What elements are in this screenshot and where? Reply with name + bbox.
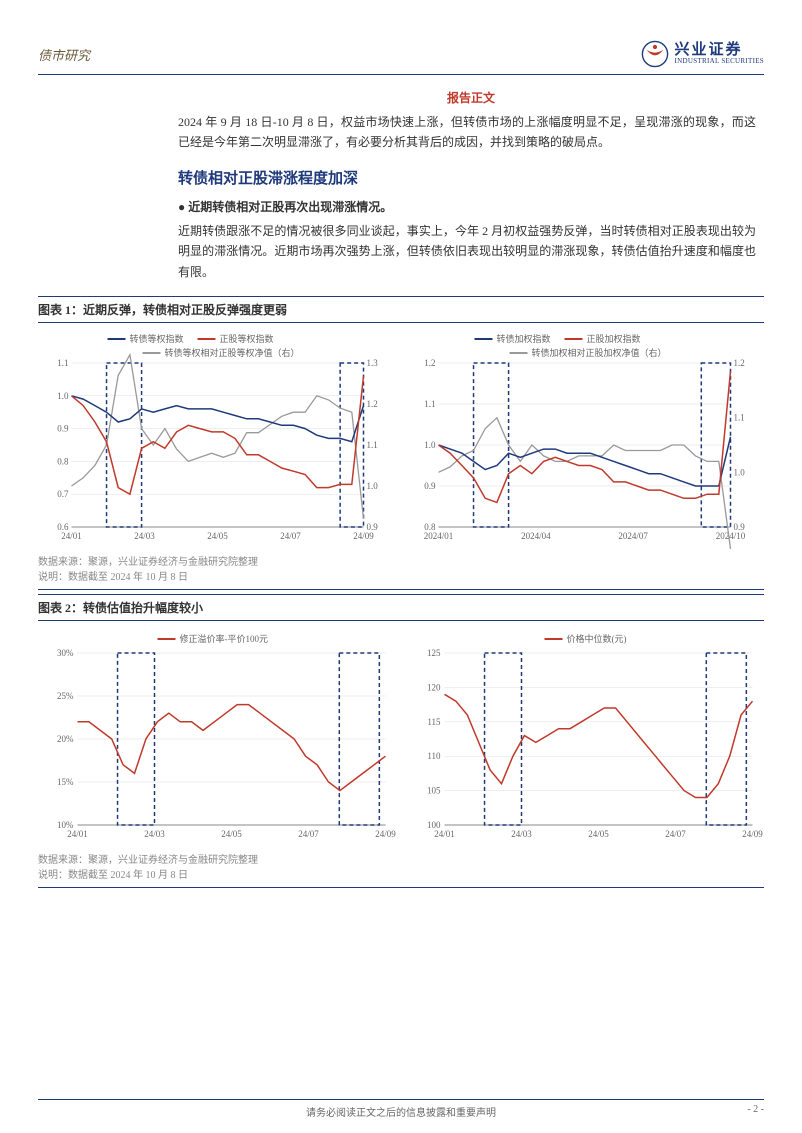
svg-text:24/07: 24/07 — [665, 829, 686, 839]
chart1-source: 数据来源：聚源，兴业证券经济与金融研究院整理 说明：数据截至 2024 年 10… — [38, 555, 764, 590]
svg-text:1.2: 1.2 — [424, 358, 435, 368]
svg-text:20%: 20% — [57, 734, 74, 744]
chart2-title: 图表 2：转债估值抬升幅度较小 — [38, 594, 764, 621]
svg-text:24/07: 24/07 — [298, 829, 319, 839]
svg-text:30%: 30% — [57, 648, 74, 658]
chart2-source: 数据来源：聚源，兴业证券经济与金融研究院整理 说明：数据截至 2024 年 10… — [38, 853, 764, 888]
svg-text:修正溢价率-平价100元: 修正溢价率-平价100元 — [180, 633, 269, 644]
chart2-right: 价格中位数(元)10010511011512012524/0124/0324/0… — [405, 629, 764, 847]
bullet-body-1: 近期转债跟涨不足的情况被很多同业谈起，事实上，今年 2 月初权益强势反弹，当时转… — [178, 221, 756, 282]
chart2-source-line1: 数据来源：聚源，兴业证券经济与金融研究院整理 — [38, 855, 258, 866]
svg-text:15%: 15% — [57, 777, 74, 787]
svg-text:24/09: 24/09 — [742, 829, 763, 839]
chart1-title: 图表 1：近期反弹，转债相对正股反弹强度更弱 — [38, 296, 764, 323]
svg-text:转债加权相对正股加权净值（右）: 转债加权相对正股加权净值（右） — [532, 347, 667, 358]
svg-text:2024/01: 2024/01 — [424, 531, 454, 541]
svg-text:正股等权指数: 正股等权指数 — [220, 333, 274, 344]
svg-text:0.9: 0.9 — [424, 481, 436, 491]
svg-text:1.0: 1.0 — [367, 481, 379, 491]
svg-text:转债等权相对正股等权净值（右）: 转债等权相对正股等权净值（右） — [165, 347, 300, 358]
svg-text:24/03: 24/03 — [144, 829, 165, 839]
chart-block-2: 图表 2：转债估值抬升幅度较小 修正溢价率-平价100元10%15%20%25%… — [38, 594, 764, 888]
svg-text:1.2: 1.2 — [367, 399, 378, 409]
svg-text:1.1: 1.1 — [367, 440, 378, 450]
chart1-right: 转债加权指数正股加权指数转债加权相对正股加权净值（右）0.80.91.01.11… — [405, 331, 764, 549]
svg-text:1.0: 1.0 — [734, 467, 746, 477]
section-heading-1: 转债相对正股滞涨程度加深 — [178, 167, 764, 188]
svg-text:24/01: 24/01 — [67, 829, 88, 839]
svg-text:24/05: 24/05 — [588, 829, 609, 839]
chart-block-1: 图表 1：近期反弹，转债相对正股反弹强度更弱 转债等权指数 正股等权指数转债等权相… — [38, 296, 764, 590]
svg-text:0.8: 0.8 — [57, 456, 69, 466]
svg-text:24/09: 24/09 — [353, 531, 374, 541]
svg-text:价格中位数(元): 价格中位数(元) — [567, 633, 627, 644]
svg-text:24/03: 24/03 — [511, 829, 532, 839]
chart1-source-line1: 数据来源：聚源，兴业证券经济与金融研究院整理 — [38, 557, 258, 568]
svg-text:115: 115 — [427, 717, 441, 727]
svg-text:0.7: 0.7 — [57, 489, 69, 499]
svg-text:转债加权指数: 转债加权指数 — [497, 333, 551, 344]
svg-text:105: 105 — [427, 786, 441, 796]
brand-logo: 兴业证券 INDUSTRIAL SECURITIES — [641, 40, 764, 68]
svg-text:24/01: 24/01 — [61, 531, 82, 541]
chart1-source-line2: 说明：数据截至 2024 年 10 月 8 日 — [38, 572, 188, 583]
svg-text:1.0: 1.0 — [57, 391, 69, 401]
svg-text:2024/07: 2024/07 — [618, 531, 648, 541]
svg-text:125: 125 — [427, 648, 441, 658]
report-section-label: 报告正文 — [178, 89, 764, 106]
page-header: 债市研究 兴业证券 INDUSTRIAL SECURITIES — [38, 40, 764, 75]
svg-text:24/05: 24/05 — [207, 531, 228, 541]
svg-text:2024/04: 2024/04 — [521, 531, 551, 541]
svg-text:转债等权指数: 转债等权指数 — [130, 333, 184, 344]
intro-paragraph: 2024 年 9 月 18 日-10 月 8 日，权益市场快速上涨，但转债市场的… — [178, 112, 756, 153]
chart2-source-line2: 说明：数据截至 2024 年 10 月 8 日 — [38, 870, 188, 881]
svg-text:24/07: 24/07 — [280, 531, 301, 541]
svg-text:0.9: 0.9 — [57, 424, 69, 434]
svg-text:24/05: 24/05 — [221, 829, 242, 839]
svg-text:120: 120 — [427, 682, 441, 692]
svg-text:110: 110 — [427, 751, 441, 761]
svg-text:2024/10: 2024/10 — [716, 531, 746, 541]
svg-text:1.3: 1.3 — [367, 358, 379, 368]
svg-text:1.0: 1.0 — [424, 440, 436, 450]
svg-text:1.1: 1.1 — [734, 413, 745, 423]
logo-text: 兴业证券 INDUSTRIAL SECURITIES — [675, 42, 764, 66]
logo-en: INDUSTRIAL SECURITIES — [675, 58, 764, 66]
svg-text:1.2: 1.2 — [734, 358, 745, 368]
logo-cn: 兴业证券 — [675, 42, 764, 59]
svg-text:24/01: 24/01 — [434, 829, 455, 839]
header-category: 债市研究 — [38, 45, 90, 64]
footer-page-number: - 2 - — [747, 1104, 764, 1115]
chart1-pair: 转债等权指数正股等权指数转债等权相对正股等权净值（右）0.60.70.80.91… — [38, 331, 764, 549]
svg-text:25%: 25% — [57, 691, 74, 701]
chart2-left: 修正溢价率-平价100元10%15%20%25%30%24/0124/0324/… — [38, 629, 397, 847]
svg-text:1.1: 1.1 — [424, 399, 435, 409]
svg-text:24/09: 24/09 — [375, 829, 396, 839]
chart2-pair: 修正溢价率-平价100元10%15%20%25%30%24/0124/0324/… — [38, 629, 764, 847]
svg-text:24/03: 24/03 — [134, 531, 155, 541]
svg-text:1.1: 1.1 — [57, 358, 68, 368]
logo-icon — [641, 40, 669, 68]
svg-text:正股加权指数: 正股加权指数 — [587, 333, 641, 344]
bullet-heading-1: 近期转债相对正股再次出现滞涨情况。 — [178, 198, 764, 215]
page-footer: 请务必阅读正文之后的信息披露和重要声明 - 2 - — [38, 1099, 764, 1115]
chart1-left: 转债等权指数正股等权指数转债等权相对正股等权净值（右）0.60.70.80.91… — [38, 331, 397, 549]
footer-disclaimer: 请务必阅读正文之后的信息披露和重要声明 — [306, 1104, 496, 1119]
